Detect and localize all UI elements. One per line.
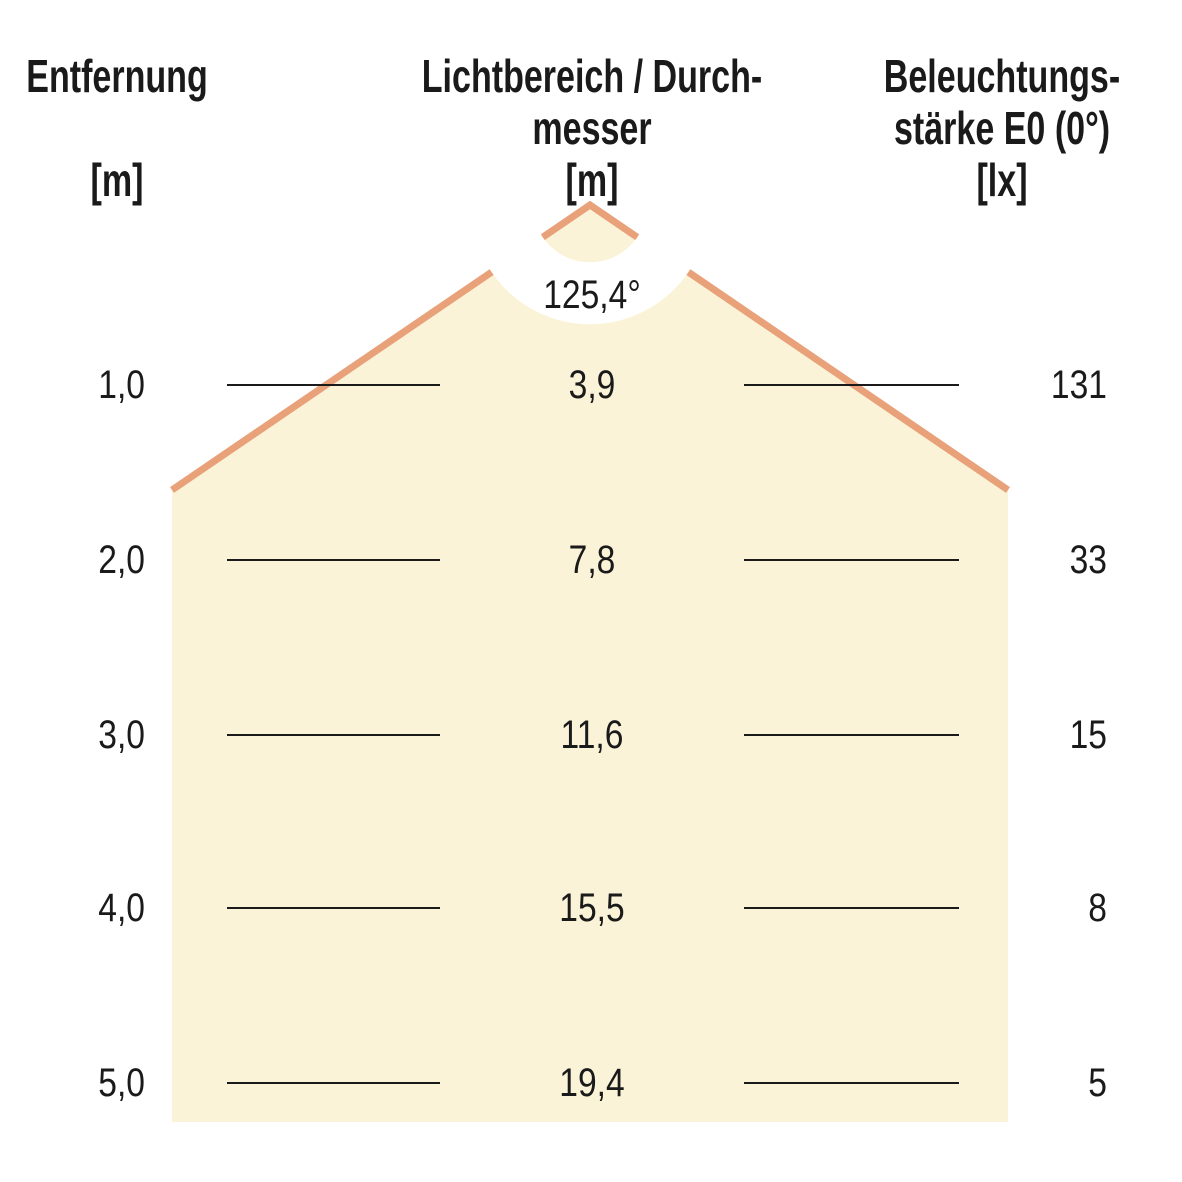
illuminance-value-2: 33 xyxy=(1069,538,1107,582)
diameter-value-4: 15,5 xyxy=(559,886,625,930)
diameter-value-2: 7,8 xyxy=(568,538,616,582)
header-diameter-title-1: Lichtbereich / Durch- xyxy=(421,50,763,102)
header-illuminance-title-2: stärke E0 (0°) xyxy=(893,102,1111,154)
illuminance-value-4: 8 xyxy=(1088,886,1107,930)
header-diameter-unit: [m] xyxy=(565,154,619,206)
distance-value-5: 5,0 xyxy=(98,1061,145,1105)
distance-value-2: 2,0 xyxy=(98,538,145,582)
illuminance-value-3: 15 xyxy=(1069,713,1107,757)
tick-lines-left xyxy=(227,384,440,1084)
diameter-value-1: 3,9 xyxy=(568,363,616,407)
beam-angle-arc-band xyxy=(472,213,708,325)
beam-angle-label: 125,4° xyxy=(543,273,641,317)
diameter-value-3: 11,6 xyxy=(560,713,624,757)
header-distance-unit: [m] xyxy=(90,154,144,206)
header-distance-title: Entfernung xyxy=(26,50,208,102)
distance-value-3: 3,0 xyxy=(98,713,145,757)
header-illuminance-unit: [lx] xyxy=(976,154,1028,206)
illuminance-value-5: 5 xyxy=(1088,1061,1107,1105)
distance-value-1: 1,0 xyxy=(98,363,145,407)
tick-lines-right xyxy=(744,384,959,1084)
diameter-value-5: 19,4 xyxy=(559,1061,625,1105)
header-illuminance-title-1: Beleuchtungs- xyxy=(883,50,1121,102)
cone-edge-lines xyxy=(170,200,1010,493)
cone-fill-shape xyxy=(172,205,1008,1122)
header-diameter-title-2: messer xyxy=(532,102,652,154)
illuminance-value-1: 131 xyxy=(1050,363,1107,407)
distance-value-4: 4,0 xyxy=(98,886,145,930)
